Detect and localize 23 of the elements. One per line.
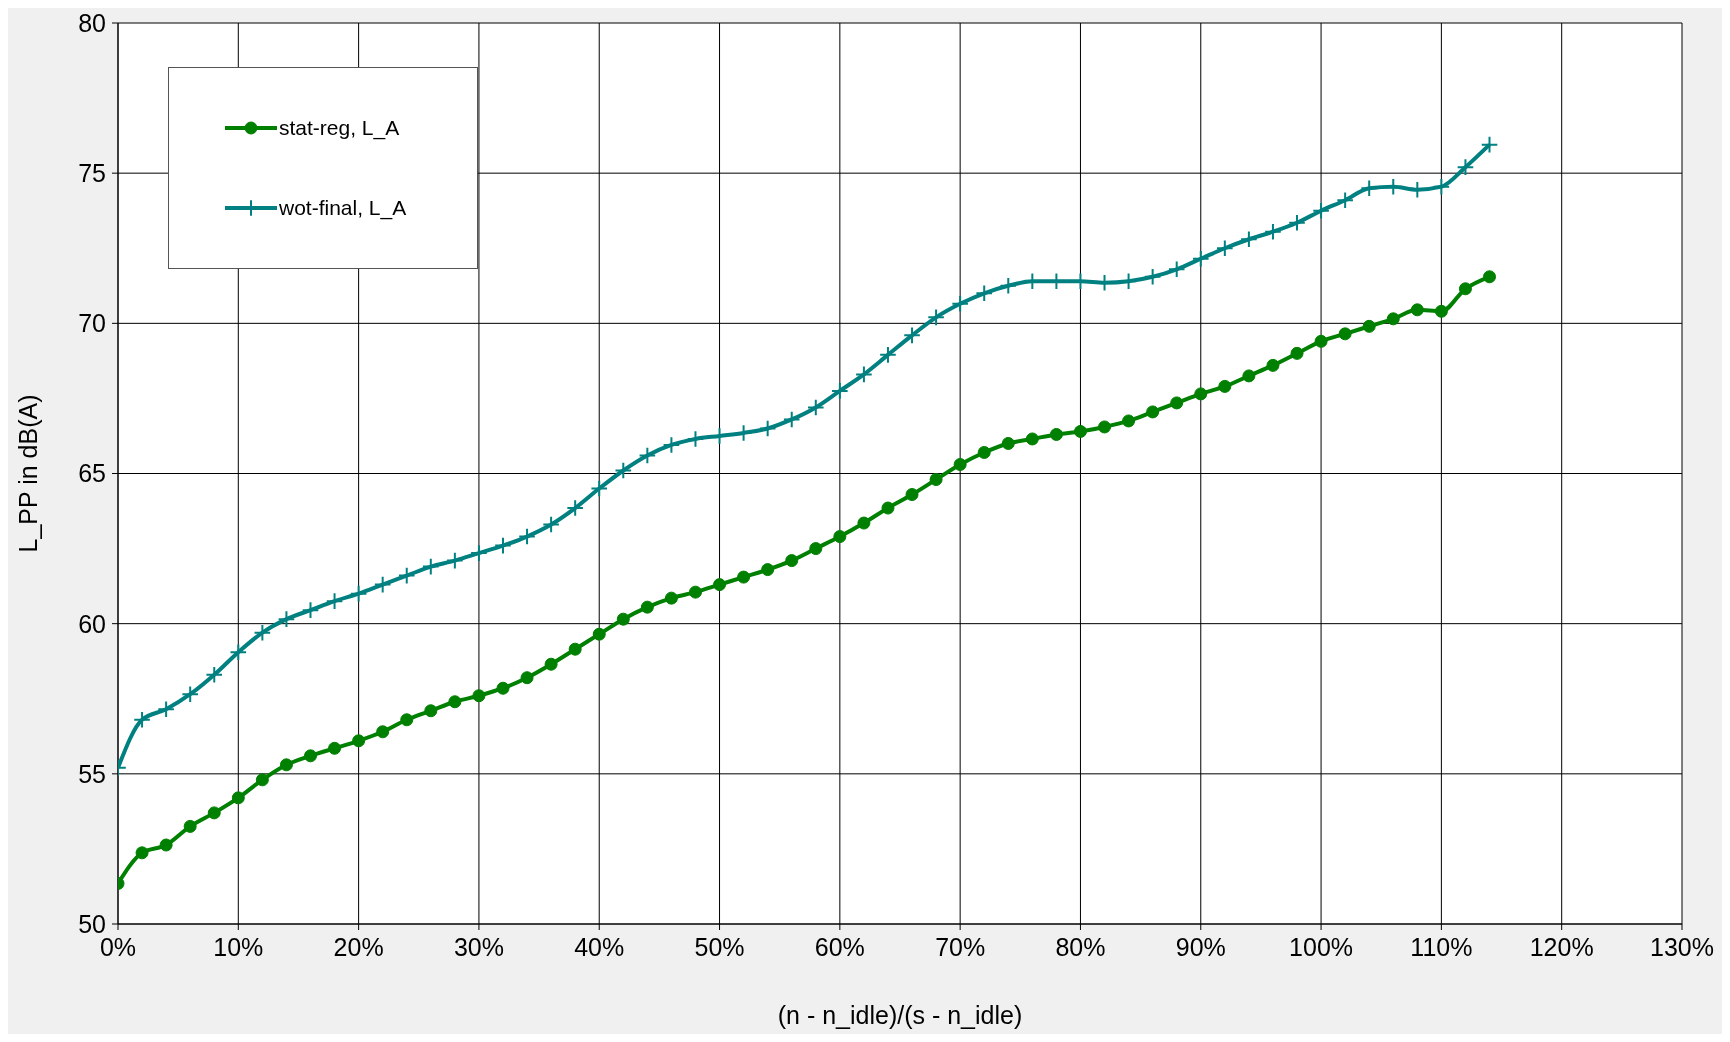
x-tick-label: 20% [333, 932, 384, 961]
legend-label: wot-final, L_A [279, 196, 407, 220]
x-tick-label: 30% [453, 932, 504, 961]
y-tick-label: 80 [78, 8, 106, 37]
x-tick-label: 90% [1175, 932, 1226, 961]
x-tick-label: 130% [1650, 932, 1714, 961]
y-tick-label: 60 [78, 609, 106, 638]
x-tick-label: 50% [694, 932, 745, 961]
y-tick-label: 70 [78, 309, 106, 338]
x-tick-label: 120% [1529, 932, 1594, 961]
legend-label: stat-reg, L_A [279, 116, 400, 140]
x-tick-label: 110% [1410, 932, 1473, 961]
x-tick-label: 10% [213, 932, 264, 961]
x-tick-label: 40% [574, 932, 625, 961]
x-axis-title: (n - n_idle)/(s - n_idle) [777, 1001, 1023, 1029]
y-tick-label: 55 [78, 759, 106, 788]
y-tick-label: 75 [78, 159, 106, 188]
x-tick-label: 100% [1289, 932, 1354, 961]
y-axis-title: L_PP in dB(A) [13, 394, 42, 553]
y-tick-label: 65 [78, 459, 106, 488]
x-tick-label: 80% [1055, 932, 1106, 961]
x-tick-label: 60% [814, 932, 865, 961]
x-tick-label: 70% [935, 932, 986, 961]
